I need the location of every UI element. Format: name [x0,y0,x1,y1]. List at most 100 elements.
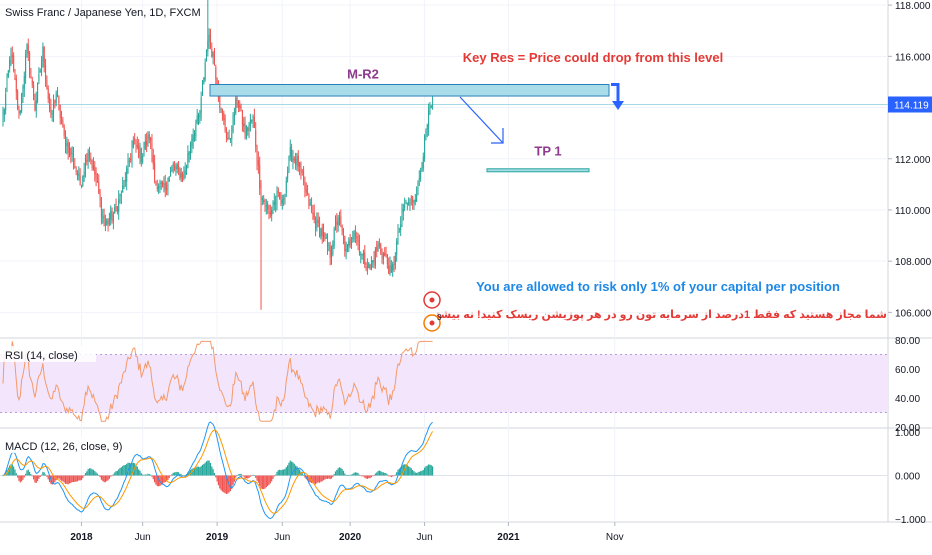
candle-body [216,79,218,89]
candle-body [183,174,185,180]
candle [268,204,270,220]
candle-body [241,110,243,125]
candle [178,161,180,176]
macd-histogram-bar [259,475,261,486]
candle-body [382,253,384,260]
candle-body [370,263,372,270]
macd-histogram-bar [188,471,190,476]
macd-histogram-bar [358,474,361,476]
candle-body [71,153,73,155]
candle-body [259,164,261,189]
candle [116,206,118,215]
macd-signal-line [2,429,434,514]
candle-body [384,252,386,256]
macd-histogram-bar [386,474,388,476]
candle [323,223,325,243]
projection-arrow-head [491,128,504,144]
candle [15,74,17,100]
candle-body [381,252,383,258]
macd-histogram-bar [205,461,208,476]
candle [382,251,384,265]
macd-line [2,421,433,520]
candle-body [175,166,177,170]
candle-body [11,55,13,57]
candle-body [284,194,286,199]
macd-histogram-bar [59,475,61,480]
candle-body [361,254,363,256]
candle [7,69,9,79]
macd-histogram-bar [142,474,144,476]
candle-body [350,241,352,246]
candle [91,159,93,171]
macd-histogram-bar [220,475,222,491]
candle [281,194,283,210]
macd-histogram-bar [103,475,105,483]
candle [428,103,430,136]
candle [90,152,92,165]
candle [47,85,49,104]
rsi-tick-label: 20.00 [895,423,920,434]
macd-histogram-bar [428,464,430,476]
candle-body [25,56,27,78]
candle-body [376,247,378,251]
candle-body [426,124,428,130]
candle-body [38,74,40,81]
candle [390,260,392,273]
candle [272,200,274,215]
candle [156,179,158,192]
macd-histogram-bar [42,471,44,476]
macd-histogram-bar [183,475,185,476]
macd-histogram-bar [272,475,274,479]
candle [6,73,8,93]
candle-body [248,125,250,132]
macd-histogram-bar [180,474,182,476]
macd-histogram-bar [156,475,158,487]
candle [131,140,133,168]
resistance-zone[interactable] [209,84,610,97]
candle [107,218,109,232]
candle [360,251,362,264]
macd-histogram-bar [60,475,63,481]
candle [408,197,410,206]
macd-histogram-bar [348,474,350,476]
macd-histogram-bar [245,475,247,479]
candle-body [76,173,78,177]
candle [332,240,334,257]
macd-histogram-bar [425,466,427,476]
macd-histogram-bar [217,475,220,486]
candle-body [37,82,39,102]
candle-body [413,199,415,205]
macd-histogram-bar [39,475,41,477]
candle [106,218,108,226]
macd-histogram-bar [377,471,379,476]
tp-level-line[interactable] [486,168,590,173]
macd-histogram-bar [221,475,224,492]
candle-body [118,199,120,212]
candle-body [10,55,12,62]
macd-histogram-bar [422,469,424,476]
macd-histogram-bar [357,473,359,476]
candle [83,162,85,182]
macd-histogram-bar [130,463,132,476]
candle [288,155,290,174]
macd-histogram-bar [313,475,315,484]
candle [269,204,271,218]
rsi-legend-bg [0,346,96,362]
candle-body [74,166,76,168]
candle [405,199,407,205]
macd-histogram-bar [223,475,225,493]
macd-histogram-bar [338,467,341,476]
candle-body [329,246,331,258]
candle-body [305,189,307,193]
macd-tick-label: −1.000 [895,515,926,526]
candle-body [22,86,24,96]
macd-histogram-bar [320,475,322,482]
candle-body [240,106,242,109]
candle [422,152,424,172]
candle-body [148,134,150,140]
candle-body [128,160,130,162]
macd-histogram-bar [102,475,104,481]
candle-body [184,170,186,174]
macd-histogram-bar [52,475,55,484]
